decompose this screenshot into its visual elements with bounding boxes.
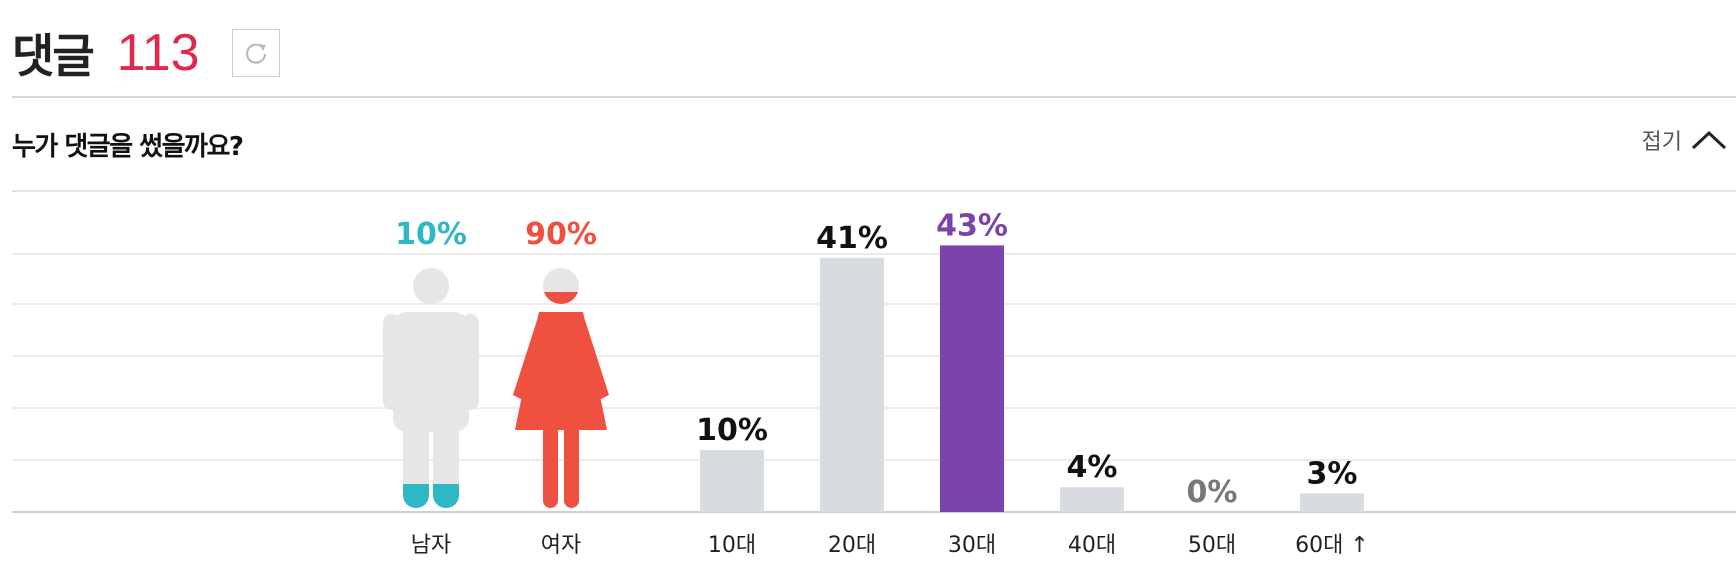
female-category-label: 여자	[541, 533, 581, 558]
age-category-label-4: 50대	[1188, 533, 1236, 558]
fold-button[interactable]: 접기	[1642, 124, 1728, 156]
age-category-label-5: 60대 ↑	[1295, 533, 1369, 558]
age-bar-3	[1060, 487, 1124, 512]
age-category-label-1: 20대	[828, 533, 876, 558]
age-percent-label-0: 10%	[696, 413, 768, 448]
refresh-icon	[245, 43, 266, 64]
age-bar-2	[940, 245, 1004, 512]
age-percent-label-1: 41%	[816, 221, 888, 256]
age-bar-0	[700, 450, 764, 512]
age-percent-label-5: 3%	[1307, 456, 1358, 491]
male-figure-fill	[403, 484, 459, 508]
comment-title: 댓글	[12, 29, 95, 83]
age-percent-label-3: 4%	[1067, 450, 1118, 485]
chart-question: 누가 댓글을 썼을까요?	[12, 132, 244, 162]
age-category-label-0: 10대	[708, 533, 756, 558]
age-category-label-3: 40대	[1068, 533, 1116, 558]
chart-top-divider	[12, 190, 1736, 192]
fold-label: 접기	[1641, 130, 1682, 155]
female-figure-fill	[513, 292, 609, 508]
comment-header: 댓글 113	[12, 22, 280, 84]
header-divider	[12, 96, 1736, 98]
age-bar-1	[820, 257, 884, 512]
chevron-up-icon	[1691, 130, 1727, 150]
age-bar-5	[1300, 493, 1364, 512]
age-percent-label-4: 0%	[1187, 475, 1238, 510]
male-category-label: 남자	[411, 533, 451, 558]
refresh-button[interactable]	[231, 29, 280, 77]
male-percent-label: 10%	[395, 217, 467, 252]
female-percent-label: 90%	[525, 217, 597, 252]
age-percent-label-2: 43%	[936, 208, 1008, 243]
age-category-label-2: 30대	[948, 533, 996, 558]
comment-count: 113	[116, 24, 200, 82]
